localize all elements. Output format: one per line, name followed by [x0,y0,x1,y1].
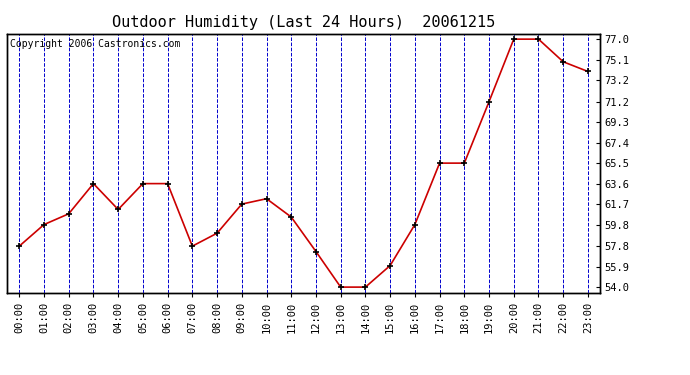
Text: Copyright 2006 Castronics.com: Copyright 2006 Castronics.com [10,39,180,49]
Text: Outdoor Humidity (Last 24 Hours)  20061215: Outdoor Humidity (Last 24 Hours) 2006121… [112,15,495,30]
